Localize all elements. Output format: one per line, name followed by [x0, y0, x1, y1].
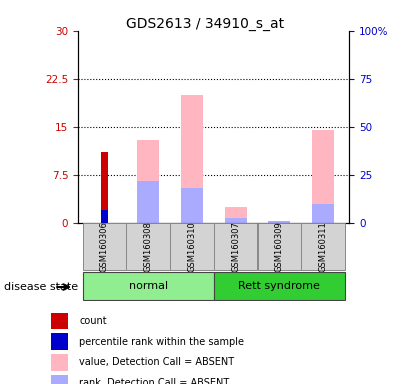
- Bar: [225, 207, 247, 223]
- Text: GSM160311: GSM160311: [319, 221, 328, 272]
- Bar: [214, 272, 345, 300]
- Bar: [225, 218, 247, 223]
- Text: GSM160309: GSM160309: [275, 221, 284, 272]
- Text: Rett syndrome: Rett syndrome: [238, 281, 320, 291]
- Bar: [181, 95, 203, 223]
- Bar: [137, 139, 159, 223]
- Bar: [127, 223, 170, 270]
- Bar: [214, 223, 257, 270]
- Bar: [312, 204, 334, 223]
- Bar: [51, 354, 68, 371]
- Bar: [301, 223, 345, 270]
- Bar: [83, 272, 213, 300]
- Bar: [51, 313, 68, 329]
- Text: GSM160310: GSM160310: [187, 221, 196, 272]
- Bar: [312, 130, 334, 223]
- Bar: [181, 187, 203, 223]
- Text: normal: normal: [129, 281, 168, 291]
- Bar: [268, 222, 290, 223]
- Bar: [51, 333, 68, 350]
- Text: percentile rank within the sample: percentile rank within the sample: [79, 337, 244, 347]
- Text: GSM160307: GSM160307: [231, 221, 240, 272]
- Bar: [101, 152, 108, 223]
- Text: count: count: [79, 316, 107, 326]
- Bar: [137, 181, 159, 223]
- Bar: [258, 223, 301, 270]
- Bar: [101, 210, 108, 223]
- Text: GSM160306: GSM160306: [100, 221, 109, 272]
- Text: GDS2613 / 34910_s_at: GDS2613 / 34910_s_at: [127, 17, 284, 31]
- Text: value, Detection Call = ABSENT: value, Detection Call = ABSENT: [79, 358, 234, 367]
- Bar: [51, 375, 68, 384]
- Bar: [170, 223, 213, 270]
- Text: disease state: disease state: [4, 282, 78, 292]
- Text: GSM160308: GSM160308: [143, 221, 152, 272]
- Text: rank, Detection Call = ABSENT: rank, Detection Call = ABSENT: [79, 378, 229, 384]
- Bar: [83, 223, 126, 270]
